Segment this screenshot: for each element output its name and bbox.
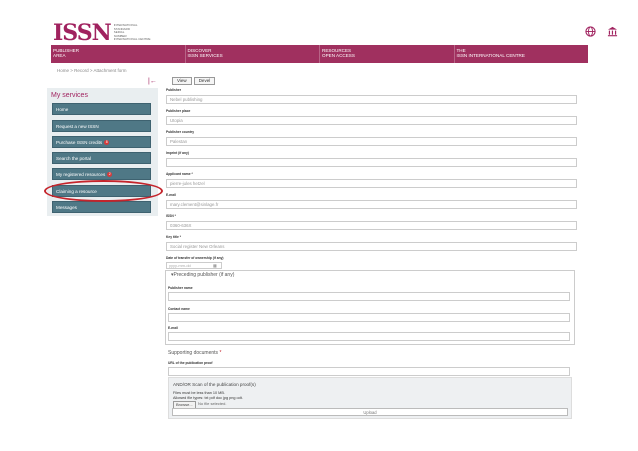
highlight-annotation	[44, 180, 163, 202]
file-types-note: Allowed file types: txt pdf doc jpg png …	[173, 396, 243, 400]
issn-logo[interactable]: ISSN INTERNATIONAL STANDARD SERIAL NUMBE…	[53, 22, 154, 44]
nav-label: ISSN SERVICES	[187, 53, 223, 59]
nav-label: RESOURCES	[322, 48, 352, 53]
transfer-date-field[interactable]: yyyy-mm-dd	[166, 262, 222, 269]
sidebar-title: My services	[51, 92, 88, 99]
globe-icon[interactable]	[584, 26, 596, 38]
sidebar-item-label: Home	[56, 107, 69, 112]
view-toggle: View Devel	[172, 77, 216, 85]
preceding-contact-name-label: Contact name	[168, 307, 190, 311]
publisher-place-field[interactable]: Utopia	[166, 116, 577, 125]
nav-resources[interactable]: RESOURCES OPEN ACCESS	[319, 45, 454, 63]
upload-button[interactable]: Upload	[172, 408, 568, 416]
legend-text: Preceding publisher (if any)	[173, 272, 235, 278]
logo-text-line: NUMBER	[113, 33, 127, 38]
calendar-icon[interactable]: ▦	[213, 263, 217, 268]
docs-title-text: Supporting documents	[168, 350, 219, 356]
preceding-publisher-name-label: Publisher name	[168, 286, 193, 290]
logo-mark: ISSN	[53, 20, 112, 46]
logo-text-line: INTERNATIONAL CENTRE	[113, 37, 151, 42]
nav-label: ISSN INTERNATIONAL CENTRE	[456, 53, 525, 59]
collapse-sidebar-icon[interactable]: |←	[148, 78, 157, 85]
key-title-field[interactable]: Social register New Orleans	[166, 242, 577, 251]
transfer-date-label: Date of transfer of ownership (if any)	[166, 256, 224, 260]
view-button[interactable]: View	[172, 77, 192, 85]
sidebar-item-label: Search the portal	[56, 156, 91, 161]
devel-button[interactable]: Devel	[193, 77, 216, 85]
applicant-name-field[interactable]: pierre-jules hetzel	[166, 179, 577, 188]
nav-label: OPEN ACCESS	[322, 53, 355, 59]
logo-text: INTERNATIONAL STANDARD SERIAL NUMBER INT…	[113, 23, 154, 42]
preceding-contact-name-field[interactable]	[168, 313, 570, 322]
sidebar-item-request-issn[interactable]: Request a new ISSN	[52, 120, 151, 132]
no-file-text: No file selected.	[198, 401, 227, 406]
publisher-label: Publisher	[166, 88, 182, 92]
sidebar-item-label: Purchase ISSN credits	[56, 140, 103, 145]
sidebar-item-registered-resources[interactable]: My registered resources 2	[52, 168, 151, 180]
issn-field[interactable]: 0360-636X	[166, 221, 577, 230]
sidebar-item-messages[interactable]: Messages	[52, 201, 151, 213]
preceding-email-field[interactable]	[168, 332, 570, 341]
nav-discover[interactable]: DISCOVER ISSN SERVICES	[184, 45, 320, 63]
count-badge: 8	[104, 140, 110, 146]
nav-label: THE	[456, 48, 466, 53]
imprint-label: Imprint (if any)	[166, 151, 189, 155]
main-nav: PUBLISHER AREA DISCOVER ISSN SERVICES RESO…	[51, 45, 588, 63]
sidebar-item-label: My registered resources	[56, 172, 106, 177]
sidebar-item-label: Request a new ISSN	[56, 124, 99, 129]
sidebar-item-home[interactable]: Home	[52, 103, 151, 115]
email-field[interactable]: mary.clement@sinlage.fr	[166, 200, 577, 209]
applicant-name-label: Applicant name *	[166, 172, 193, 176]
url-proof-field[interactable]	[168, 367, 570, 376]
logo-text-line: STANDARD	[113, 26, 130, 31]
preceding-publisher-name-field[interactable]	[168, 292, 570, 301]
scan-proof-title: AND/OR Scan of the publication proof(s)	[173, 382, 256, 387]
logo-text-line: SERIAL	[113, 30, 125, 35]
breadcrumb[interactable]: Home > Record > Attachment form	[57, 68, 127, 73]
nav-label: DISCOVER	[187, 48, 212, 53]
sidebar-item-label: Messages	[56, 205, 77, 210]
count-badge: 2	[107, 172, 113, 178]
supporting-documents-title: Supporting documents *	[168, 350, 221, 356]
nav-the-centre[interactable]: THE ISSN INTERNATIONAL CENTRE	[453, 45, 589, 63]
file-size-note: Files must be less than 10 MB.	[173, 391, 225, 395]
header-icons	[584, 26, 618, 38]
preceding-publisher-legend[interactable]: ▾Preceding publisher (if any)	[169, 272, 237, 278]
key-title-label: Key title *	[166, 235, 182, 239]
nav-label: PUBLISHER	[53, 48, 80, 53]
publisher-country-field[interactable]: Palestan	[166, 137, 577, 146]
imprint-field[interactable]	[166, 158, 577, 167]
publisher-country-label: Publisher country	[166, 130, 195, 134]
sidebar-item-purchase-credits[interactable]: Purchase ISSN credits 8	[52, 136, 151, 148]
email-label: E-mail	[166, 193, 176, 197]
sidebar-item-search-portal[interactable]: Search the portal	[52, 152, 151, 164]
required-marker: *	[219, 350, 222, 356]
nav-publisher-area[interactable]: PUBLISHER AREA	[51, 45, 185, 63]
preceding-email-label: E-mail	[168, 326, 178, 330]
url-proof-label: URL of the publication proof	[168, 361, 213, 365]
preceding-publisher-fieldset	[165, 270, 575, 345]
institution-icon[interactable]	[606, 26, 618, 38]
publisher-place-label: Publisher place	[166, 109, 191, 113]
nav-label: AREA	[53, 53, 66, 59]
logo-text-line: INTERNATIONAL	[113, 23, 138, 28]
publisher-field[interactable]: Nebel publishing	[166, 95, 577, 104]
issn-label: ISSN *	[166, 214, 176, 218]
